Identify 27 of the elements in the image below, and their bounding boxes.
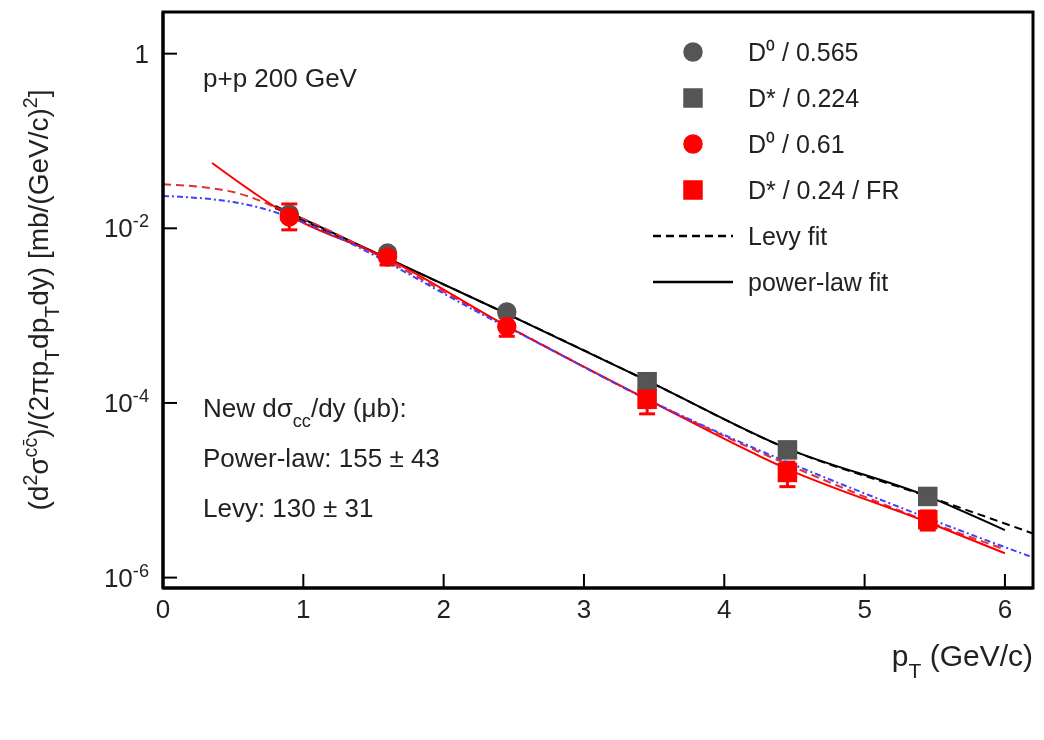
point bbox=[777, 462, 798, 483]
x-axis-title: p$_{T}$ (GeV/c) bbox=[891, 639, 1033, 682]
x-tick-label: 5 bbox=[857, 594, 872, 624]
x-tick-label: 6 bbox=[997, 594, 1013, 624]
annotation: Levy: 130 ± 31 bbox=[203, 493, 374, 523]
x-tick-label: 2 bbox=[436, 594, 451, 624]
y-tick-label: 10$^{-4}$ bbox=[103, 385, 149, 418]
legend-label: power-law fit bbox=[748, 268, 889, 296]
point bbox=[777, 440, 798, 460]
point bbox=[637, 371, 657, 392]
point bbox=[637, 389, 657, 410]
annotation: Power-law: 155 ± 43 bbox=[203, 443, 440, 473]
x-tick-label: 4 bbox=[717, 594, 732, 624]
annotation: New dσ$_{cc}$/dy (μb): bbox=[203, 393, 407, 431]
legend-label: D⁰ / 0.565 bbox=[748, 38, 859, 66]
y-tick-label: 1 bbox=[134, 38, 149, 69]
point bbox=[918, 486, 938, 507]
legend-label: D* / 0.224 bbox=[748, 84, 860, 112]
y-tick-label: 10$^{-2}$ bbox=[103, 211, 149, 244]
y-tick-label: 10$^{-6}$ bbox=[103, 560, 149, 593]
x-tick-label: 1 bbox=[296, 594, 311, 624]
legend-label: D⁰ / 0.61 bbox=[748, 130, 845, 158]
annotation: p+p 200 GeV bbox=[203, 63, 358, 93]
legend-label: Levy fit bbox=[748, 222, 828, 250]
x-tick-label: 3 bbox=[576, 594, 592, 624]
x-tick-label: 0 bbox=[155, 594, 171, 624]
legend-label: D* / 0.24 / FR bbox=[748, 176, 900, 204]
